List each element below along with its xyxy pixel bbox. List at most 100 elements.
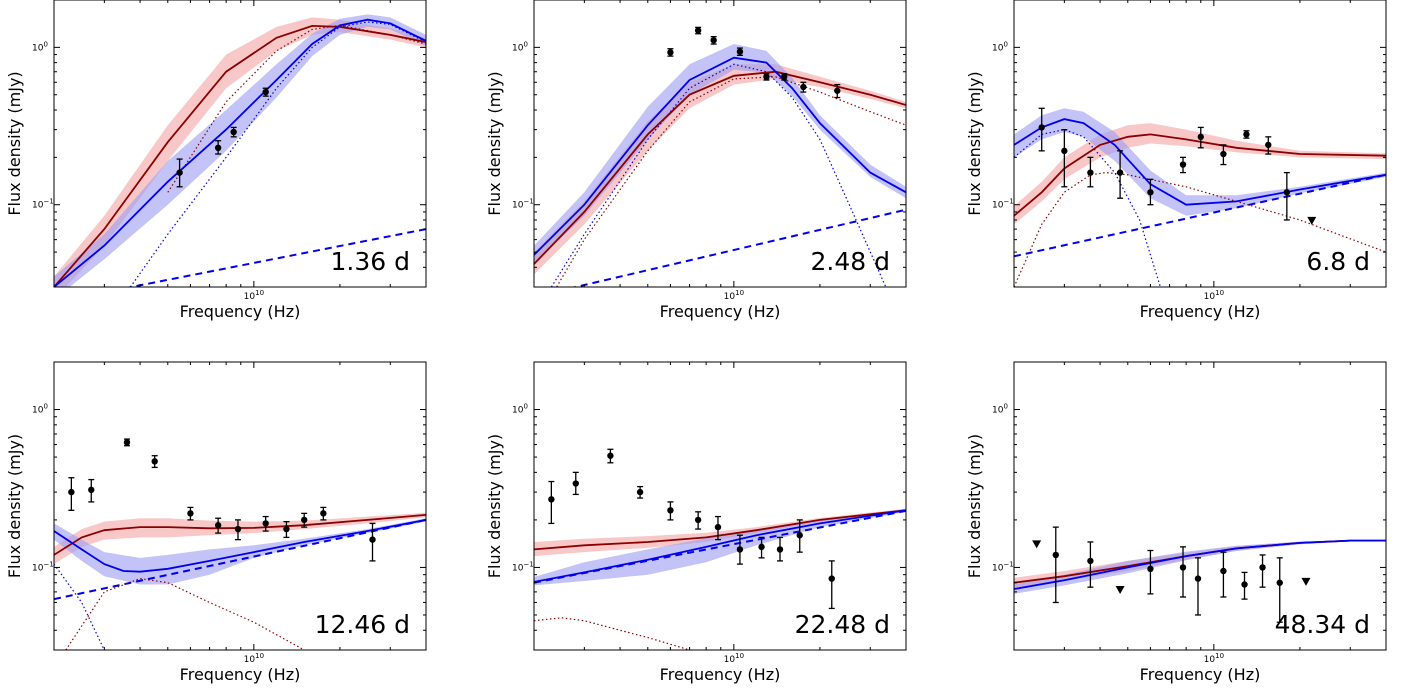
- y-axis-label: Flux density (mJy): [5, 71, 24, 215]
- data-point: [758, 543, 765, 551]
- y-tick-label: 100: [512, 40, 528, 53]
- x-axis-label: Frequency (Hz): [1140, 665, 1261, 684]
- y-tick-label: 100: [512, 403, 528, 416]
- y-axis-label: Flux density (mJy): [965, 71, 984, 215]
- y-tick-exponent: −1: [43, 198, 53, 206]
- x-tick-label: 1010: [1204, 652, 1224, 665]
- data-point: [1087, 169, 1094, 176]
- data-point: [763, 73, 770, 81]
- data-point: [828, 575, 835, 582]
- blue-model-band: [54, 518, 426, 585]
- blue-model-line: [54, 519, 426, 573]
- plot-area: [1014, 107, 1386, 287]
- red-model-line: [54, 24, 426, 287]
- data-point: [834, 87, 841, 94]
- data-point: [667, 49, 674, 56]
- data-point: [262, 520, 269, 527]
- epoch-label: 2.48 d: [811, 247, 890, 276]
- epoch-label: 22.48 d: [795, 610, 890, 639]
- data-point: [1194, 575, 1202, 582]
- data-point: [1061, 147, 1068, 155]
- data-point: [151, 458, 158, 465]
- red-model-band: [534, 64, 906, 275]
- axes-frame: [1013, 361, 1387, 651]
- red-model-line: [534, 70, 906, 265]
- blue-model-line: [534, 56, 906, 256]
- y-tick-exponent: 0: [43, 40, 47, 48]
- y-axis-label: Flux density (mJy): [5, 434, 24, 578]
- y-tick-exponent: −1: [523, 560, 533, 568]
- epoch-label: 6.8 d: [1306, 247, 1370, 276]
- data-point: [234, 525, 242, 533]
- red-model-band: [54, 512, 426, 565]
- data-point: [369, 536, 376, 543]
- data-point: [1179, 161, 1187, 168]
- y-tick-label: 10−1: [512, 560, 534, 573]
- data-point: [1197, 133, 1204, 141]
- data-point: [667, 507, 674, 514]
- data-point: [548, 496, 555, 503]
- red-component-dotted-line: [1014, 171, 1386, 287]
- axes-frame: [533, 0, 907, 288]
- data-point: [781, 73, 788, 81]
- data-point: [214, 144, 222, 152]
- x-axis-label: Frequency (Hz): [180, 665, 301, 684]
- data-point: [230, 128, 237, 136]
- power-law-dashed-line: [54, 518, 426, 601]
- data-point: [736, 48, 744, 55]
- upper-limit-marker: [1301, 577, 1311, 586]
- x-tick-label: 1010: [724, 289, 744, 302]
- blue-model-line: [1014, 118, 1386, 206]
- y-tick-label: 10−1: [32, 198, 54, 211]
- data-point: [320, 510, 327, 517]
- x-tick-label: 1010: [244, 289, 264, 302]
- y-tick-label: 100: [992, 40, 1008, 53]
- data-point: [176, 169, 183, 176]
- data-point: [214, 522, 222, 529]
- x-axis-label: Frequency (Hz): [180, 302, 301, 321]
- y-tick-exponent: −1: [523, 198, 533, 206]
- data-point: [714, 523, 722, 531]
- x-axis-label: Frequency (Hz): [660, 302, 781, 321]
- power-law-dashed-line: [571, 208, 906, 287]
- y-tick-exponent: 0: [523, 403, 527, 411]
- data-point: [1276, 579, 1283, 586]
- y-axis-label: Flux density (mJy): [485, 71, 504, 215]
- blue-component-dotted-line: [54, 563, 105, 650]
- red-model-band: [54, 17, 426, 287]
- data-point: [187, 510, 194, 517]
- blue-component-dotted-line: [129, 21, 426, 287]
- data-point: [1038, 124, 1045, 131]
- y-tick-exponent: −1: [1003, 198, 1013, 206]
- x-tick-exponent: 10: [735, 652, 744, 660]
- data-point: [694, 516, 702, 524]
- data-point: [1179, 564, 1187, 571]
- y-tick-label: 100: [32, 403, 48, 416]
- x-tick-exponent: 10: [255, 289, 264, 297]
- x-tick-exponent: 10: [1215, 652, 1224, 660]
- blue-model-band: [1014, 108, 1386, 216]
- data-point: [694, 27, 702, 34]
- y-tick-label: 10−1: [992, 198, 1014, 211]
- data-point: [1052, 551, 1059, 559]
- blue-model-line: [1014, 539, 1386, 590]
- data-point: [1265, 141, 1272, 149]
- y-tick-exponent: −1: [1003, 560, 1013, 568]
- y-tick-label: 10−1: [32, 560, 54, 573]
- y-tick-label: 10−1: [992, 560, 1014, 573]
- y-tick-exponent: 0: [1003, 403, 1007, 411]
- data-point: [1147, 189, 1154, 196]
- power-law-dashed-line: [126, 228, 426, 287]
- data-point: [1116, 169, 1124, 176]
- x-tick-label: 1010: [244, 652, 264, 665]
- plot-area: [534, 26, 906, 287]
- upper-limit-marker: [1307, 216, 1317, 225]
- x-tick-exponent: 10: [255, 652, 264, 660]
- data-point: [736, 546, 744, 553]
- epoch-label: 12.46 d: [315, 610, 410, 639]
- data-point: [710, 37, 717, 44]
